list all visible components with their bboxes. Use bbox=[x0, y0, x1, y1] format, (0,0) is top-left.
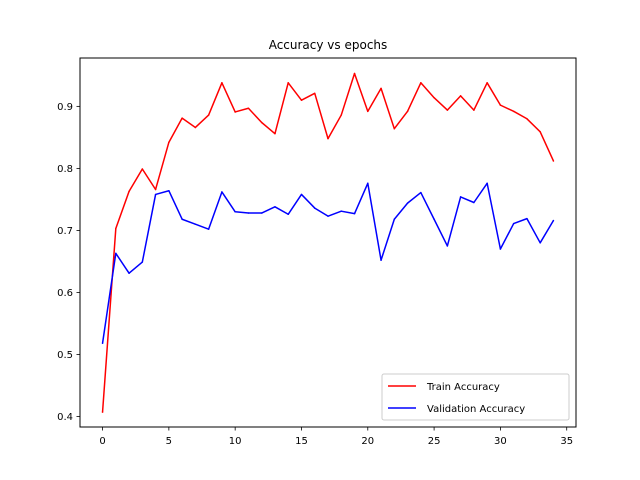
data-point-train-accuracy bbox=[459, 95, 462, 97]
data-point-train-accuracy bbox=[221, 82, 223, 84]
data-point-validation-accuracy bbox=[101, 342, 104, 345]
data-point-validation-accuracy bbox=[274, 206, 276, 208]
data-point-validation-accuracy bbox=[300, 193, 303, 196]
plot-frame bbox=[79, 57, 577, 428]
series-line-train-accuracy bbox=[101, 72, 555, 413]
data-point-validation-accuracy bbox=[181, 218, 183, 220]
data-point-validation-accuracy bbox=[260, 212, 263, 214]
data-point-train-accuracy bbox=[446, 109, 449, 111]
legend: Train Accuracy Validation Accuracy bbox=[381, 373, 570, 421]
data-point-validation-accuracy bbox=[459, 196, 462, 198]
x-tick-label: 5 bbox=[166, 436, 172, 447]
x-tick-label: 20 bbox=[361, 436, 374, 447]
data-point-validation-accuracy bbox=[512, 222, 515, 225]
data-point-train-accuracy bbox=[128, 190, 130, 193]
y-tick-label: 0.9 bbox=[57, 102, 73, 113]
data-point-validation-accuracy bbox=[141, 261, 144, 263]
data-point-train-accuracy bbox=[539, 131, 541, 133]
series-line-validation-accuracy bbox=[101, 182, 555, 344]
data-point-validation-accuracy bbox=[552, 219, 555, 222]
data-point-validation-accuracy bbox=[420, 191, 422, 194]
data-point-validation-accuracy bbox=[221, 191, 223, 193]
data-point-train-accuracy bbox=[274, 132, 276, 135]
data-point-validation-accuracy bbox=[380, 259, 382, 261]
data-point-train-accuracy bbox=[406, 110, 409, 113]
data-point-train-accuracy bbox=[340, 114, 343, 116]
data-point-validation-accuracy bbox=[499, 248, 502, 250]
x-tick-label: 0 bbox=[99, 436, 105, 447]
data-point-train-accuracy bbox=[552, 160, 555, 162]
data-point-validation-accuracy bbox=[154, 193, 157, 196]
y-tick-label: 0.6 bbox=[57, 288, 73, 299]
data-point-validation-accuracy bbox=[406, 202, 409, 204]
data-point-train-accuracy bbox=[168, 141, 170, 144]
data-point-validation-accuracy bbox=[526, 217, 528, 220]
data-point-train-accuracy bbox=[420, 82, 422, 84]
data-point-train-accuracy bbox=[260, 121, 263, 124]
x-tick-label: 35 bbox=[560, 436, 573, 447]
data-point-validation-accuracy bbox=[287, 213, 289, 216]
legend-box bbox=[381, 373, 570, 421]
data-point-train-accuracy bbox=[287, 82, 289, 84]
data-point-train-accuracy bbox=[154, 188, 157, 191]
x-tick-label: 30 bbox=[494, 436, 507, 447]
legend-label: Validation Accuracy bbox=[427, 404, 525, 415]
data-point-train-accuracy bbox=[473, 109, 475, 111]
data-point-train-accuracy bbox=[181, 117, 183, 119]
data-point-validation-accuracy bbox=[473, 201, 475, 204]
data-point-validation-accuracy bbox=[247, 212, 250, 214]
data-point-validation-accuracy bbox=[539, 242, 541, 244]
y-tick-label: 0.5 bbox=[57, 350, 73, 361]
data-point-validation-accuracy bbox=[486, 182, 488, 185]
data-point-validation-accuracy bbox=[446, 245, 449, 247]
data-point-train-accuracy bbox=[393, 127, 396, 130]
data-point-validation-accuracy bbox=[207, 228, 210, 230]
data-point-train-accuracy bbox=[380, 87, 382, 90]
data-point-train-accuracy bbox=[247, 107, 250, 109]
data-point-validation-accuracy bbox=[367, 182, 369, 185]
data-point-train-accuracy bbox=[141, 168, 144, 170]
x-tick-label: 15 bbox=[295, 436, 308, 447]
data-point-validation-accuracy bbox=[327, 215, 329, 217]
data-point-validation-accuracy bbox=[128, 272, 130, 274]
data-point-validation-accuracy bbox=[313, 207, 316, 209]
data-point-validation-accuracy bbox=[194, 223, 197, 225]
x-tick-label: 25 bbox=[428, 436, 441, 447]
data-point-validation-accuracy bbox=[393, 218, 396, 220]
data-point-train-accuracy bbox=[526, 118, 528, 120]
data-point-validation-accuracy bbox=[353, 212, 356, 215]
data-point-train-accuracy bbox=[486, 82, 488, 84]
y-tick-label: 0.7 bbox=[57, 226, 73, 237]
chart-title: Accuracy vs epochs bbox=[269, 38, 388, 52]
data-point-train-accuracy bbox=[353, 72, 356, 75]
data-point-train-accuracy bbox=[194, 126, 197, 129]
data-point-train-accuracy bbox=[512, 110, 515, 113]
data-point-validation-accuracy bbox=[168, 189, 170, 192]
data-point-validation-accuracy bbox=[234, 211, 236, 213]
data-point-validation-accuracy bbox=[115, 252, 117, 255]
data-point-train-accuracy bbox=[300, 99, 303, 101]
data-point-train-accuracy bbox=[207, 114, 210, 116]
data-point-train-accuracy bbox=[115, 227, 117, 230]
data-point-train-accuracy bbox=[327, 137, 329, 140]
y-tick-label: 0.8 bbox=[57, 164, 73, 175]
data-point-train-accuracy bbox=[313, 92, 316, 95]
data-point-validation-accuracy bbox=[433, 218, 435, 220]
data-point-train-accuracy bbox=[101, 411, 104, 413]
y-tick-label: 0.4 bbox=[57, 412, 73, 423]
data-point-train-accuracy bbox=[234, 111, 236, 113]
data-point-train-accuracy bbox=[499, 104, 502, 106]
data-point-validation-accuracy bbox=[340, 210, 343, 212]
data-point-train-accuracy bbox=[367, 110, 369, 113]
data-point-train-accuracy bbox=[433, 96, 435, 99]
legend-label: Train Accuracy bbox=[426, 382, 500, 393]
x-tick-label: 10 bbox=[229, 436, 242, 447]
